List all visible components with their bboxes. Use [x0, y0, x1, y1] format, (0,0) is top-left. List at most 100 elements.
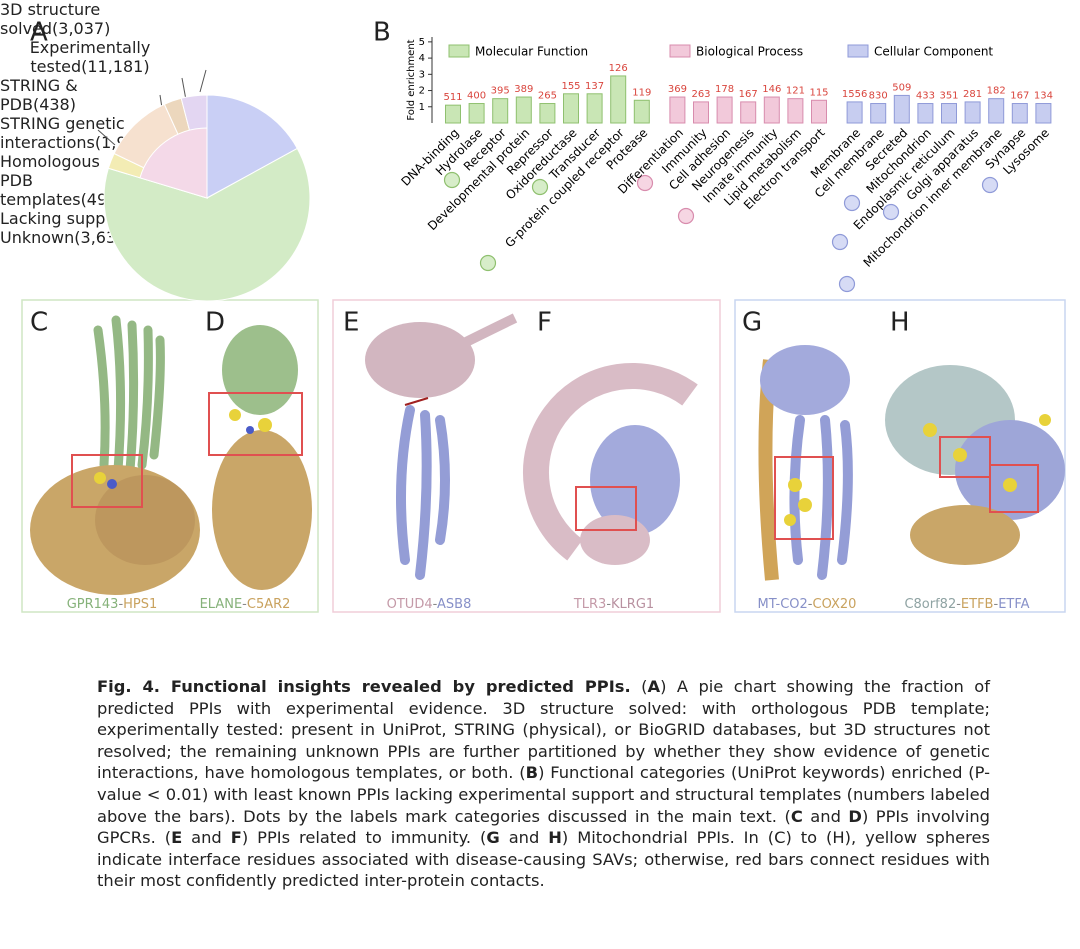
structure-caption: TLR3-KLRG1: [573, 597, 654, 612]
legend-label: Biological Process: [696, 45, 803, 59]
bar: [586, 93, 603, 124]
dot: [443, 171, 461, 189]
count-label: 155: [561, 81, 580, 92]
caption-part: ETFA: [998, 597, 1029, 612]
highlight-box: [71, 454, 143, 508]
leader-lines: [97, 69, 207, 146]
bar: [539, 103, 556, 124]
caption-segment: and: [802, 806, 849, 826]
bar: [468, 103, 485, 124]
count-label: 126: [609, 63, 628, 74]
protein-blob: [955, 420, 1065, 520]
caption-segment: B: [525, 763, 539, 783]
caption-part: -: [606, 597, 611, 612]
caption-part: -: [118, 597, 123, 612]
bar: [763, 96, 780, 124]
bar: [563, 93, 579, 124]
sphere: [1039, 414, 1051, 426]
leader-line: [181, 77, 187, 101]
caption-segment: H: [548, 828, 562, 848]
highlight-box: [989, 464, 1039, 513]
caption-segment: A: [647, 677, 661, 696]
figure: A B C D E F G H Fold enrichment 1 2 3 4 5 Molecular Fu…: [21, 18, 1066, 613]
structure-caption: GPR143-HPS1: [67, 597, 158, 612]
caption-part: -: [956, 597, 961, 612]
caption-part: OTUD4: [387, 597, 433, 612]
sphere: [246, 426, 254, 434]
panel-frame: [332, 299, 721, 613]
caption-segment: ) PPIs related to immunity. (: [241, 828, 487, 848]
count-label: 178: [715, 84, 734, 95]
caption-segment: ) A pie chart showing the fraction of pr…: [97, 677, 990, 783]
caption-part: C8orf82: [904, 597, 956, 612]
caption-segment: and: [182, 828, 231, 848]
bar: [941, 103, 957, 124]
bar: [716, 96, 733, 124]
protein-blob: [212, 430, 312, 590]
panel-letter: H: [890, 308, 910, 338]
caption-part: -: [808, 597, 813, 612]
bar: [870, 103, 887, 124]
sphere: [1003, 478, 1017, 492]
count-label: 511: [443, 92, 462, 103]
structure-caption: OTUD4-ASB8: [387, 597, 472, 612]
y-tick-label: 5: [419, 37, 425, 48]
sphere: [258, 418, 272, 432]
bar: [811, 99, 827, 124]
count-label: 146: [762, 84, 781, 95]
count-label: 167: [1010, 91, 1029, 102]
highlight-box: [575, 486, 637, 531]
bar: [693, 101, 709, 124]
panel-letter: A: [30, 18, 48, 48]
pie-slice-group: [139, 127, 208, 199]
caption-part: GPR143: [67, 597, 119, 612]
dot: [531, 178, 549, 196]
count-label: 265: [538, 91, 557, 102]
dot: [882, 203, 900, 221]
dot: [981, 176, 999, 194]
bar: [846, 101, 863, 124]
caption-segment: and: [499, 828, 549, 848]
caption-part: ETFB: [961, 597, 994, 612]
count-label: 389: [514, 84, 533, 95]
dot: [843, 194, 861, 212]
slice-name: STRING genetic interactions: [0, 114, 125, 152]
count-label: 281: [963, 89, 982, 100]
caption-segment: Fig. 4. Functional insights revealed by …: [97, 677, 631, 696]
panel-frame: [734, 299, 1066, 613]
sphere: [784, 514, 796, 526]
structure-renderings: [30, 313, 1065, 595]
count-label: 137: [585, 81, 604, 92]
panel-letter: C: [30, 308, 48, 338]
caption-part: KLRG1: [611, 597, 654, 612]
slice-name: Unknown: [0, 228, 75, 247]
caption-part: C5AR2: [247, 597, 291, 612]
count-label: 115: [809, 87, 828, 98]
caption-segment: ) Mitochondrial PPIs. In (C) to (H), yel…: [97, 828, 991, 891]
panel-frame: [21, 299, 319, 613]
slice-name: Homologous PDB templates: [0, 152, 100, 209]
sphere: [229, 409, 241, 421]
count-label: 1556: [842, 89, 867, 100]
dot: [838, 275, 856, 293]
protein-horseshoe: [523, 363, 698, 561]
legend-swatch: [669, 44, 691, 58]
bar: [445, 104, 461, 124]
dot: [831, 233, 849, 251]
count-label: 830: [869, 91, 888, 102]
panel-letter: B: [373, 18, 391, 48]
leader-line: [97, 129, 116, 146]
caption-segment: E: [171, 828, 183, 848]
caption-part: ELANE: [200, 597, 243, 612]
highlight-box: [208, 392, 303, 456]
caption-part: COX20: [813, 597, 857, 612]
sphere: [107, 479, 117, 489]
pie-slice: [206, 94, 298, 199]
pie-label: Experimentally tested(11,181): [0, 38, 180, 76]
caption-part: ASB8: [437, 597, 471, 612]
slice-name: Experimentally tested: [29, 38, 151, 76]
discussed-dots: [443, 171, 999, 293]
caption-part: -: [433, 597, 438, 612]
bar: [988, 98, 1005, 124]
helix-bundle: [789, 415, 853, 580]
